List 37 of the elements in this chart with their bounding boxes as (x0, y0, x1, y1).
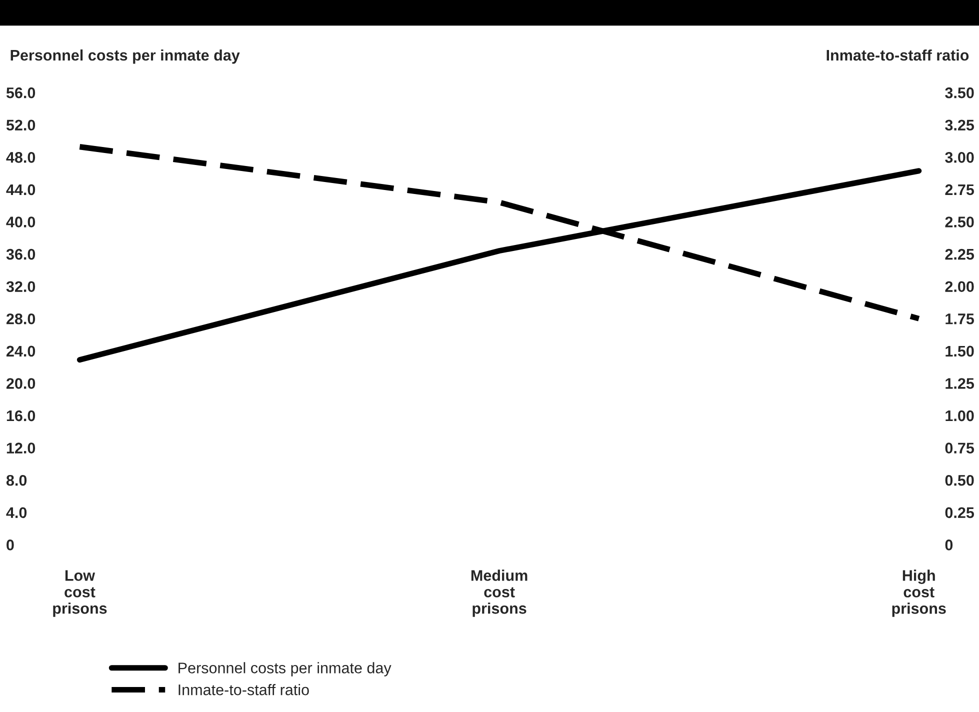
x-tick-label: High cost prisons (892, 570, 946, 617)
y2-tick-label: 1.00 (946, 410, 974, 422)
y-tick-label: 56.0 (6, 87, 36, 98)
y2-tick-label: 3.00 (945, 152, 974, 163)
y2-tick-label: 2.75 (945, 184, 974, 196)
y-tick-label: 32.0 (6, 281, 36, 292)
y-tick-label: 52.0 (6, 120, 36, 131)
y2-tick-label: 3.50 (945, 87, 974, 98)
y-tick-label: 48.0 (6, 152, 36, 163)
y2-tick-label: 1.50 (946, 346, 974, 357)
legend-label: Personnel costs per inmate day (178, 662, 392, 676)
y2-tick-label: 0 (945, 540, 953, 550)
y2-tick-label: 2.50 (945, 216, 974, 228)
y-tick-label: 4.0 (6, 507, 27, 518)
y-tick-label: 28.0 (6, 313, 36, 324)
y-tick-label: 36.0 (6, 248, 36, 260)
y-tick-label: 12.0 (6, 442, 36, 454)
y2-axis-title: Inmate-to-staff ratio (826, 49, 969, 61)
y2-tick-label: 0.50 (945, 474, 974, 486)
y-axis-title: Personnel costs per inmate day (10, 49, 240, 64)
x-tick-label: Low cost prisons (53, 570, 107, 617)
y2-tick-label: 1.25 (946, 378, 974, 389)
y2-tick-label: 0.25 (945, 507, 974, 518)
legend-label: Inmate-to-staff ratio (178, 684, 309, 696)
y2-tick-label: 2.25 (945, 248, 974, 260)
y2-tick-label: 0.75 (945, 442, 974, 454)
x-tick-label: Medium cost prisons (471, 570, 528, 617)
y-tick-label: 20.0 (6, 378, 36, 389)
y-tick-label: 44.0 (6, 184, 36, 196)
y-tick-label: 16.0 (6, 410, 36, 422)
y2-tick-label: 1.75 (946, 314, 974, 324)
y2-tick-label: 3.25 (945, 120, 974, 131)
y-tick-label: 40.0 (6, 216, 36, 228)
y-tick-label: 24.0 (6, 346, 36, 357)
y-tick-label: 8.0 (6, 474, 27, 486)
y2-tick-label: 2.00 (945, 281, 974, 292)
y-tick-label: 0 (6, 540, 14, 550)
